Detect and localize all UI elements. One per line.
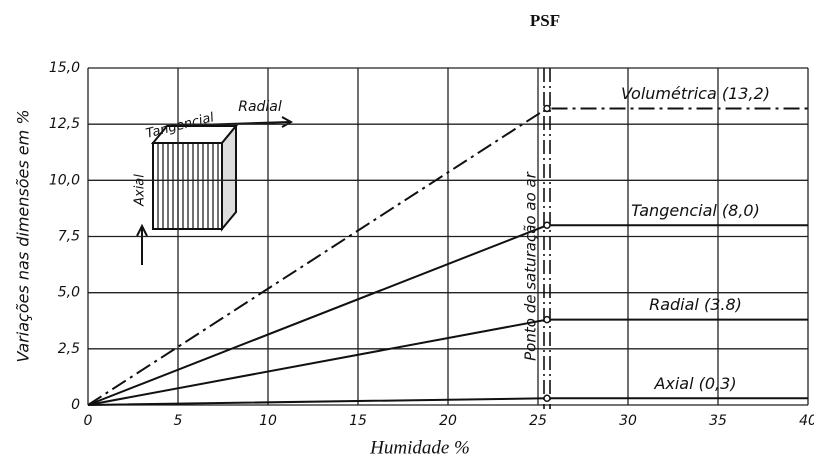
x-tick-label: 0 [84, 413, 93, 429]
series-label: Axial (0,3) [653, 374, 736, 393]
series-label: Radial (3.8) [649, 295, 742, 314]
x-tick-label: 15 [349, 413, 367, 429]
psf-label: Ponto de saturação ao ar [522, 171, 540, 361]
y-tick-label: 5,0 [58, 285, 80, 301]
x-tick-label: 20 [439, 413, 457, 429]
x-tick-label: 5 [174, 413, 183, 429]
chart-title: PSF [530, 11, 560, 30]
point-marker [544, 222, 550, 228]
x-tick-label: 40 [799, 413, 814, 429]
inset-label: Radial [238, 99, 282, 115]
series-label: Tangencial (8,0) [631, 201, 760, 220]
y-tick-label: 15,0 [49, 60, 80, 76]
y-axis-label: Variações nas dimensões em % [14, 109, 33, 362]
x-tick-label: 25 [529, 413, 547, 429]
point-marker [544, 105, 550, 111]
y-tick-label: 0 [71, 397, 80, 413]
chart: PSF Humidade % Variações nas dimensões e… [0, 0, 814, 459]
x-tick-label: 35 [709, 413, 727, 429]
y-tick-label: 12,5 [49, 116, 80, 132]
x-axis-label: Humidade % [369, 437, 470, 458]
y-tick-label: 2,5 [58, 341, 80, 357]
inset-label: Axial [133, 174, 148, 207]
y-tick-label: 10,0 [49, 172, 80, 188]
x-tick-label: 30 [619, 413, 637, 429]
point-marker [544, 395, 550, 401]
x-tick-label: 10 [259, 413, 277, 429]
point-marker [544, 317, 550, 323]
y-tick-label: 7,5 [58, 229, 80, 245]
series-label: Volumétrica (13,2) [621, 84, 770, 103]
